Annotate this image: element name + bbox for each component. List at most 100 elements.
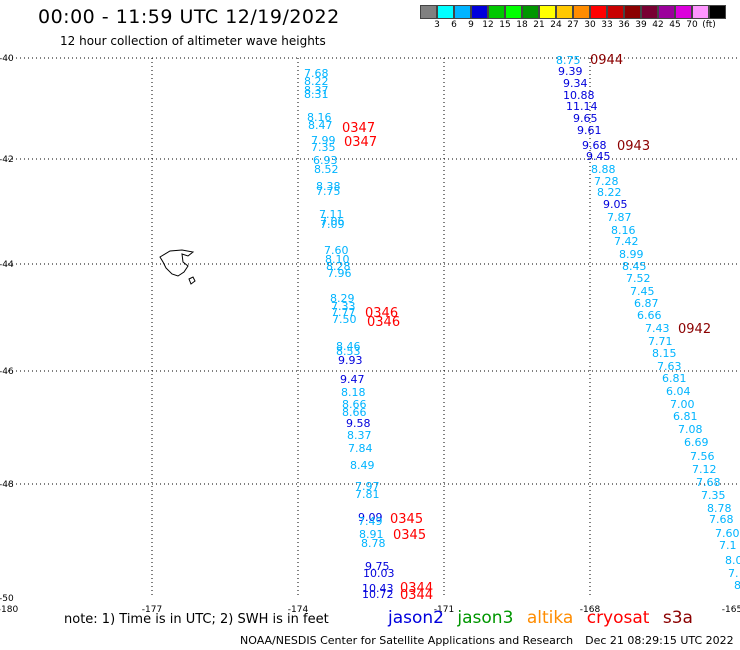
lat-label: -50 (0, 594, 14, 604)
swh-value: 7.60 (324, 244, 349, 257)
swh-value: 10.72 (362, 588, 394, 601)
legend-swatch (505, 5, 522, 19)
swh-value: 8.0 (725, 554, 740, 567)
legend-tick: 18 (516, 20, 528, 30)
sat-jason3: jason3 (457, 608, 514, 628)
swh-value: 9.34 (563, 77, 588, 90)
swh-value: 8.38 (316, 180, 341, 193)
swh-value: 10.88 (563, 89, 595, 102)
legend-tick: 27 (567, 20, 579, 30)
pass-time: 0346 (365, 306, 398, 321)
axis-labels: -180 -177 -174 -171 -168 -165 -40 -42 -44 -46 -48 -… (0, 54, 740, 615)
lon-label: -171 (434, 605, 454, 615)
color-legend: 3 6 9 12 15 18 21 24 27 30 33 36 39 42 45 70 (ft) (420, 5, 726, 33)
legend-swatch (420, 5, 437, 19)
swh-value: 7.97 (355, 480, 380, 493)
swh-value: 7.99 (311, 134, 336, 147)
legend-swatch (658, 5, 675, 19)
pass-time: 0344 (400, 588, 433, 603)
legend-swatch (573, 5, 590, 19)
swh-value: 8.15 (652, 347, 677, 360)
swh-value: 7. (728, 567, 739, 580)
pass-time: 0344 (400, 581, 433, 596)
swh-value: 9.09 (358, 511, 383, 524)
legend-swatch (675, 5, 692, 19)
swh-value: 7.1 (719, 539, 737, 552)
legend-swatch (692, 5, 709, 19)
swh-value: 7.96 (327, 267, 352, 280)
sat-jason2: jason2 (388, 608, 444, 628)
swh-value: 9.39 (558, 65, 583, 78)
lat-label: -44 (0, 260, 14, 270)
chart-title: 00:00 - 11:59 UTC 12/19/2022 (38, 6, 340, 28)
legend-tick: 45 (669, 20, 681, 30)
legend-swatch (539, 5, 556, 19)
swh-value: 9.05 (603, 198, 628, 211)
swh-value: 7.06 (320, 215, 345, 228)
swh-value: 7.71 (648, 335, 673, 348)
swh-value: 8.10 (325, 253, 350, 266)
swh-value: 8.78 (707, 502, 732, 515)
swh-value: 6.69 (684, 436, 709, 449)
swh-value: 8.78 (361, 537, 386, 550)
swh-value: 6.66 (637, 309, 662, 322)
legend-swatch (454, 5, 471, 19)
pass-time: 0942 (678, 322, 711, 337)
legend-swatch (437, 5, 454, 19)
swh-value: 8.18 (341, 386, 366, 399)
swh-value: 8.29 (330, 292, 355, 305)
swh-value: 8.52 (314, 163, 339, 176)
footer: NOAA/NESDIS Center for Satellite Applica… (240, 634, 734, 647)
swh-value: 10.43 (362, 582, 394, 595)
island-outline (159, 249, 196, 285)
swh-value: 6.93 (313, 154, 338, 167)
swh-value: 8.66 (342, 398, 367, 411)
footer-credit: NOAA/NESDIS Center for Satellite Applica… (240, 634, 574, 647)
note-text: note: 1) Time is in UTC; 2) SWH is in fe… (64, 612, 329, 627)
swh-value: 9.65 (573, 112, 598, 125)
legend-tick: 6 (451, 20, 457, 30)
swh-value: 7.75 (316, 185, 341, 198)
swh-value: 7.12 (692, 463, 717, 476)
legend-swatch (607, 5, 624, 19)
swh-value: 6.81 (673, 410, 698, 423)
swh-value: 8.46 (336, 340, 361, 353)
lon-label: -168 (580, 605, 601, 615)
swh-value: 8.37 (347, 429, 372, 442)
swh-value: 8 (734, 579, 740, 592)
swh-value: 11.14 (566, 100, 598, 113)
swh-value: 8.49 (350, 459, 375, 472)
swh-value: 8.99 (619, 248, 644, 261)
legend-tick: 12 (482, 20, 494, 30)
swh-value: 8.37 (304, 84, 329, 97)
legend-swatch (471, 5, 488, 19)
swh-value: 7.68 (304, 67, 329, 80)
swh-value: 7.60 (715, 527, 740, 540)
swh-value: 7.43 (645, 322, 670, 335)
legend-tick: 70 (686, 20, 698, 30)
sat-altika: altika (526, 608, 574, 628)
legend-tick: 24 (550, 20, 562, 30)
legend-swatch (624, 5, 641, 19)
swh-value: 10.03 (363, 567, 395, 580)
sat-s3a: s3a (662, 608, 693, 628)
track-values: 7.688.228.378.318.168.477.997.356.938.52… (304, 53, 740, 603)
swh-value: 9.93 (338, 354, 363, 367)
swh-value: 8.22 (597, 186, 622, 199)
lon-label: -165 (722, 605, 740, 615)
legend-swatch (590, 5, 607, 19)
legend-tick: 21 (533, 20, 545, 30)
swh-value: 8.88 (591, 163, 616, 176)
lat-label: -40 (0, 54, 14, 64)
swh-value: 6.81 (662, 372, 687, 385)
swh-value: 8.28 (326, 260, 351, 273)
legend-tick: 36 (618, 20, 630, 30)
lat-label: -48 (0, 480, 14, 490)
pass-time: 0347 (342, 121, 375, 136)
legend-swatch (556, 5, 573, 19)
swh-value: 7.52 (626, 272, 651, 285)
satellite-legend: jason2 jason3 altika cryosat s3a (388, 608, 701, 628)
swh-value: 8.31 (304, 88, 329, 101)
swh-value: 6.87 (634, 297, 659, 310)
